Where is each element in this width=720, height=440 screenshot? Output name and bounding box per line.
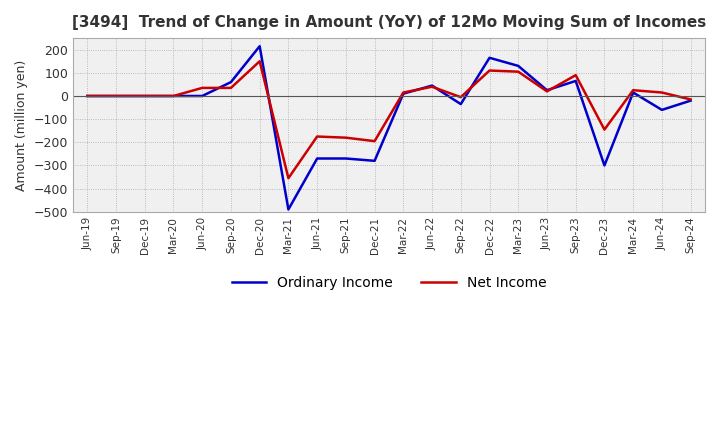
- Ordinary Income: [514, 63, 523, 69]
- Net Income: [83, 93, 91, 99]
- Net Income: [600, 127, 609, 132]
- Net Income: [686, 97, 695, 102]
- Net Income: [657, 90, 666, 95]
- Ordinary Income: [284, 207, 293, 212]
- Ordinary Income: [428, 83, 436, 88]
- Ordinary Income: [399, 91, 408, 96]
- Legend: Ordinary Income, Net Income: Ordinary Income, Net Income: [226, 270, 552, 295]
- Ordinary Income: [686, 98, 695, 103]
- Net Income: [572, 73, 580, 78]
- Net Income: [112, 93, 120, 99]
- Net Income: [341, 135, 350, 140]
- Net Income: [456, 95, 465, 100]
- Net Income: [198, 85, 207, 91]
- Ordinary Income: [485, 55, 494, 60]
- Line: Ordinary Income: Ordinary Income: [87, 46, 690, 209]
- Ordinary Income: [543, 88, 552, 93]
- Net Income: [543, 89, 552, 94]
- Ordinary Income: [600, 163, 609, 168]
- Net Income: [428, 84, 436, 89]
- Line: Net Income: Net Income: [87, 61, 690, 178]
- Ordinary Income: [140, 93, 149, 99]
- Net Income: [485, 68, 494, 73]
- Ordinary Income: [83, 93, 91, 99]
- Net Income: [514, 69, 523, 74]
- Net Income: [169, 93, 178, 99]
- Net Income: [629, 88, 637, 93]
- Ordinary Income: [169, 93, 178, 99]
- Ordinary Income: [629, 90, 637, 95]
- Ordinary Income: [198, 93, 207, 99]
- Ordinary Income: [572, 78, 580, 84]
- Ordinary Income: [657, 107, 666, 113]
- Net Income: [140, 93, 149, 99]
- Net Income: [312, 134, 321, 139]
- Net Income: [370, 139, 379, 144]
- Ordinary Income: [227, 80, 235, 85]
- Net Income: [256, 59, 264, 64]
- Ordinary Income: [112, 93, 120, 99]
- Ordinary Income: [312, 156, 321, 161]
- Net Income: [227, 85, 235, 91]
- Net Income: [284, 176, 293, 181]
- Ordinary Income: [456, 102, 465, 107]
- Ordinary Income: [256, 44, 264, 49]
- Ordinary Income: [341, 156, 350, 161]
- Y-axis label: Amount (million yen): Amount (million yen): [15, 59, 28, 191]
- Ordinary Income: [370, 158, 379, 164]
- Net Income: [399, 90, 408, 95]
- Title: [3494]  Trend of Change in Amount (YoY) of 12Mo Moving Sum of Incomes: [3494] Trend of Change in Amount (YoY) o…: [72, 15, 706, 30]
